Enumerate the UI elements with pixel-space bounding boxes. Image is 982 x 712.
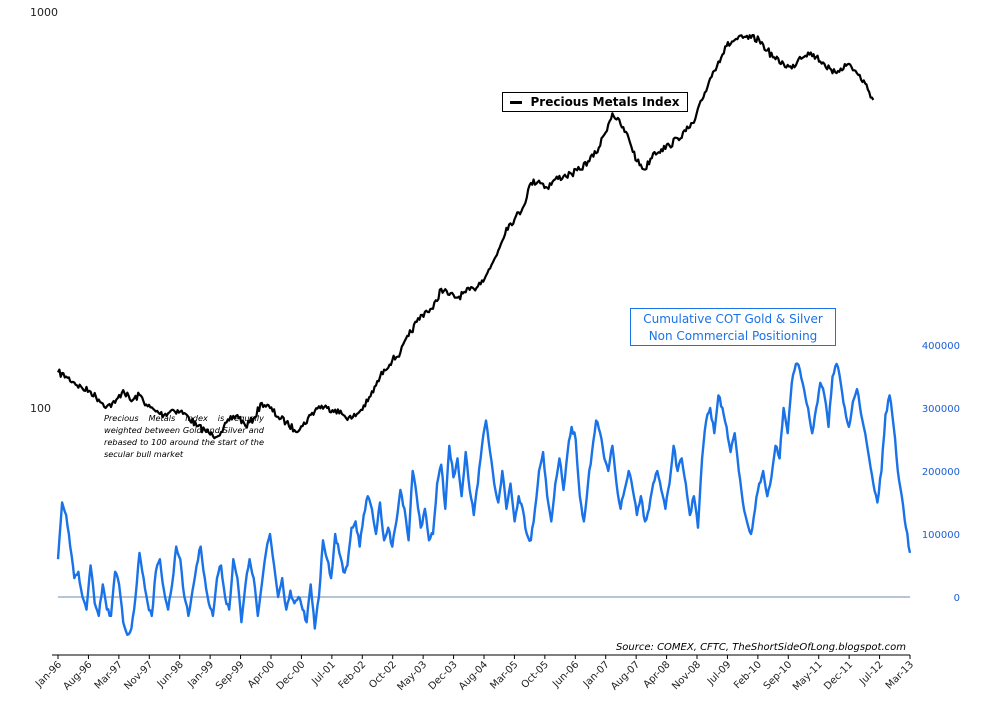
- x-tick-label: May-03: [395, 659, 429, 693]
- x-tick-label: Jan-96: [33, 659, 64, 690]
- legend: Precious Metals Index: [502, 92, 688, 112]
- legend-label: Precious Metals Index: [530, 95, 680, 109]
- x-tick-label: Aug-07: [609, 659, 642, 692]
- x-tick-label: Sep-99: [214, 659, 247, 692]
- x-tick-label: Oct-02: [367, 659, 399, 691]
- left-tick-label: 100: [30, 402, 51, 415]
- x-tick-label: Sep-10: [762, 659, 795, 692]
- x-tick-label: Nov-97: [122, 659, 155, 692]
- x-tick-label: Mar-97: [93, 659, 125, 691]
- left-tick-label: 1000: [30, 6, 58, 19]
- x-tick-label: Jul-01: [309, 659, 338, 688]
- right-tick-label: 300000: [922, 404, 960, 415]
- x-tick-label: Nov-08: [670, 659, 703, 692]
- x-tick-label: Jan-99: [185, 659, 216, 690]
- x-tick-label: May-11: [791, 659, 825, 693]
- series-line-cot-positioning: [56, 362, 912, 636]
- x-tick-label: Dec-11: [822, 659, 855, 692]
- cot-series-label: Cumulative COT Gold & Silver Non Commerc…: [630, 308, 836, 346]
- x-tick-label: Aug-04: [457, 659, 490, 692]
- x-tick-label: Aug-96: [61, 659, 94, 692]
- right-tick-label: 400000: [922, 341, 960, 352]
- x-tick-label: Dec-00: [275, 659, 308, 692]
- legend-swatch-black: [510, 100, 523, 104]
- x-tick-label: Jan-07: [581, 659, 612, 690]
- series-line-precious-metals-index: [57, 34, 875, 440]
- right-tick-label: 200000: [922, 467, 960, 478]
- x-tick-label: Apr-08: [642, 659, 673, 690]
- left-axis-ticks: 1000 100: [30, 6, 58, 415]
- source-credit: Source: COMEX, CFTC, TheShortSideOfLong.…: [615, 642, 906, 653]
- x-tick-label: Jul-09: [705, 659, 734, 688]
- chart-annotation-note: Precious Metals Index is equally weighte…: [104, 413, 264, 459]
- x-tick-label: Mar-05: [488, 659, 520, 691]
- x-tick-label: Mar-13: [884, 659, 916, 691]
- right-tick-label: 0: [954, 593, 960, 604]
- x-tick-label: Feb-02: [337, 659, 369, 691]
- x-tick-label: Feb-10: [732, 659, 764, 691]
- right-tick-label: 100000: [922, 530, 960, 541]
- cot-label-line1: Cumulative COT Gold & Silver: [643, 312, 823, 326]
- right-axis-ticks: 400000 300000 200000 100000 0: [922, 341, 960, 604]
- x-tick-label: Oct-05: [519, 659, 551, 691]
- x-tick-label: Jun-98: [155, 659, 186, 690]
- x-tick-label: Jul-12: [857, 659, 886, 688]
- x-tick-label: Apr-00: [246, 659, 277, 690]
- x-tick-label: Dec-03: [427, 659, 460, 692]
- x-tick-label: Jun-06: [550, 659, 581, 690]
- series-layer: [56, 34, 912, 636]
- cot-label-line2: Non Commercial Positioning: [648, 329, 818, 343]
